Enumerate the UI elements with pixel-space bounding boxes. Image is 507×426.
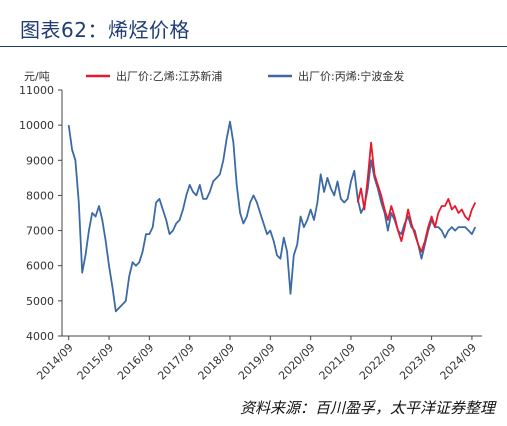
y-tick-label: 4000 bbox=[26, 330, 54, 343]
x-tick-label: 2020/09 bbox=[276, 341, 318, 383]
legend: 出厂价:乙烯:江苏新浦 出厂价:丙烯:宁波金发 bbox=[86, 69, 404, 83]
x-tick-label: 2022/09 bbox=[357, 341, 399, 383]
series-layer bbox=[67, 120, 477, 313]
chart-title: 图表62：烯烃价格 bbox=[20, 18, 190, 42]
legend-label-1: 出厂价:丙烯:宁波金发 bbox=[298, 69, 404, 83]
x-axis-ticks: 2014/092015/092016/092017/092018/092019/… bbox=[34, 336, 479, 382]
y-axis-unit-label: 元/吨 bbox=[24, 70, 50, 83]
x-tick-label: 2024/09 bbox=[438, 341, 480, 383]
x-tick-label: 2023/09 bbox=[397, 341, 439, 383]
y-tick-label: 11000 bbox=[19, 84, 54, 97]
y-axis-ticks: 4000 5000 6000 7000 8000 9000 10000 11000 bbox=[19, 84, 62, 343]
title-divider bbox=[0, 46, 507, 47]
x-tick-label: 2015/09 bbox=[75, 341, 117, 383]
y-tick-label: 6000 bbox=[26, 260, 54, 273]
series-line-1 bbox=[67, 120, 477, 313]
y-tick-label: 7000 bbox=[26, 225, 54, 238]
x-tick-label: 2019/09 bbox=[236, 341, 278, 383]
series-line-0 bbox=[356, 141, 477, 253]
y-tick-label: 9000 bbox=[26, 154, 54, 167]
x-tick-label: 2017/09 bbox=[155, 341, 197, 383]
y-tick-label: 5000 bbox=[26, 295, 54, 308]
x-tick-label: 2016/09 bbox=[115, 341, 157, 383]
source-note: 资料来源：百川盈孚，太平洋证券整理 bbox=[239, 399, 495, 417]
legend-label-0: 出厂价:乙烯:江苏新浦 bbox=[116, 69, 222, 83]
y-tick-label: 8000 bbox=[26, 189, 54, 202]
x-tick-label: 2018/09 bbox=[196, 341, 238, 383]
y-tick-label: 10000 bbox=[19, 119, 54, 132]
x-tick-label: 2021/09 bbox=[317, 341, 359, 383]
x-tick-label: 2014/09 bbox=[34, 341, 76, 383]
